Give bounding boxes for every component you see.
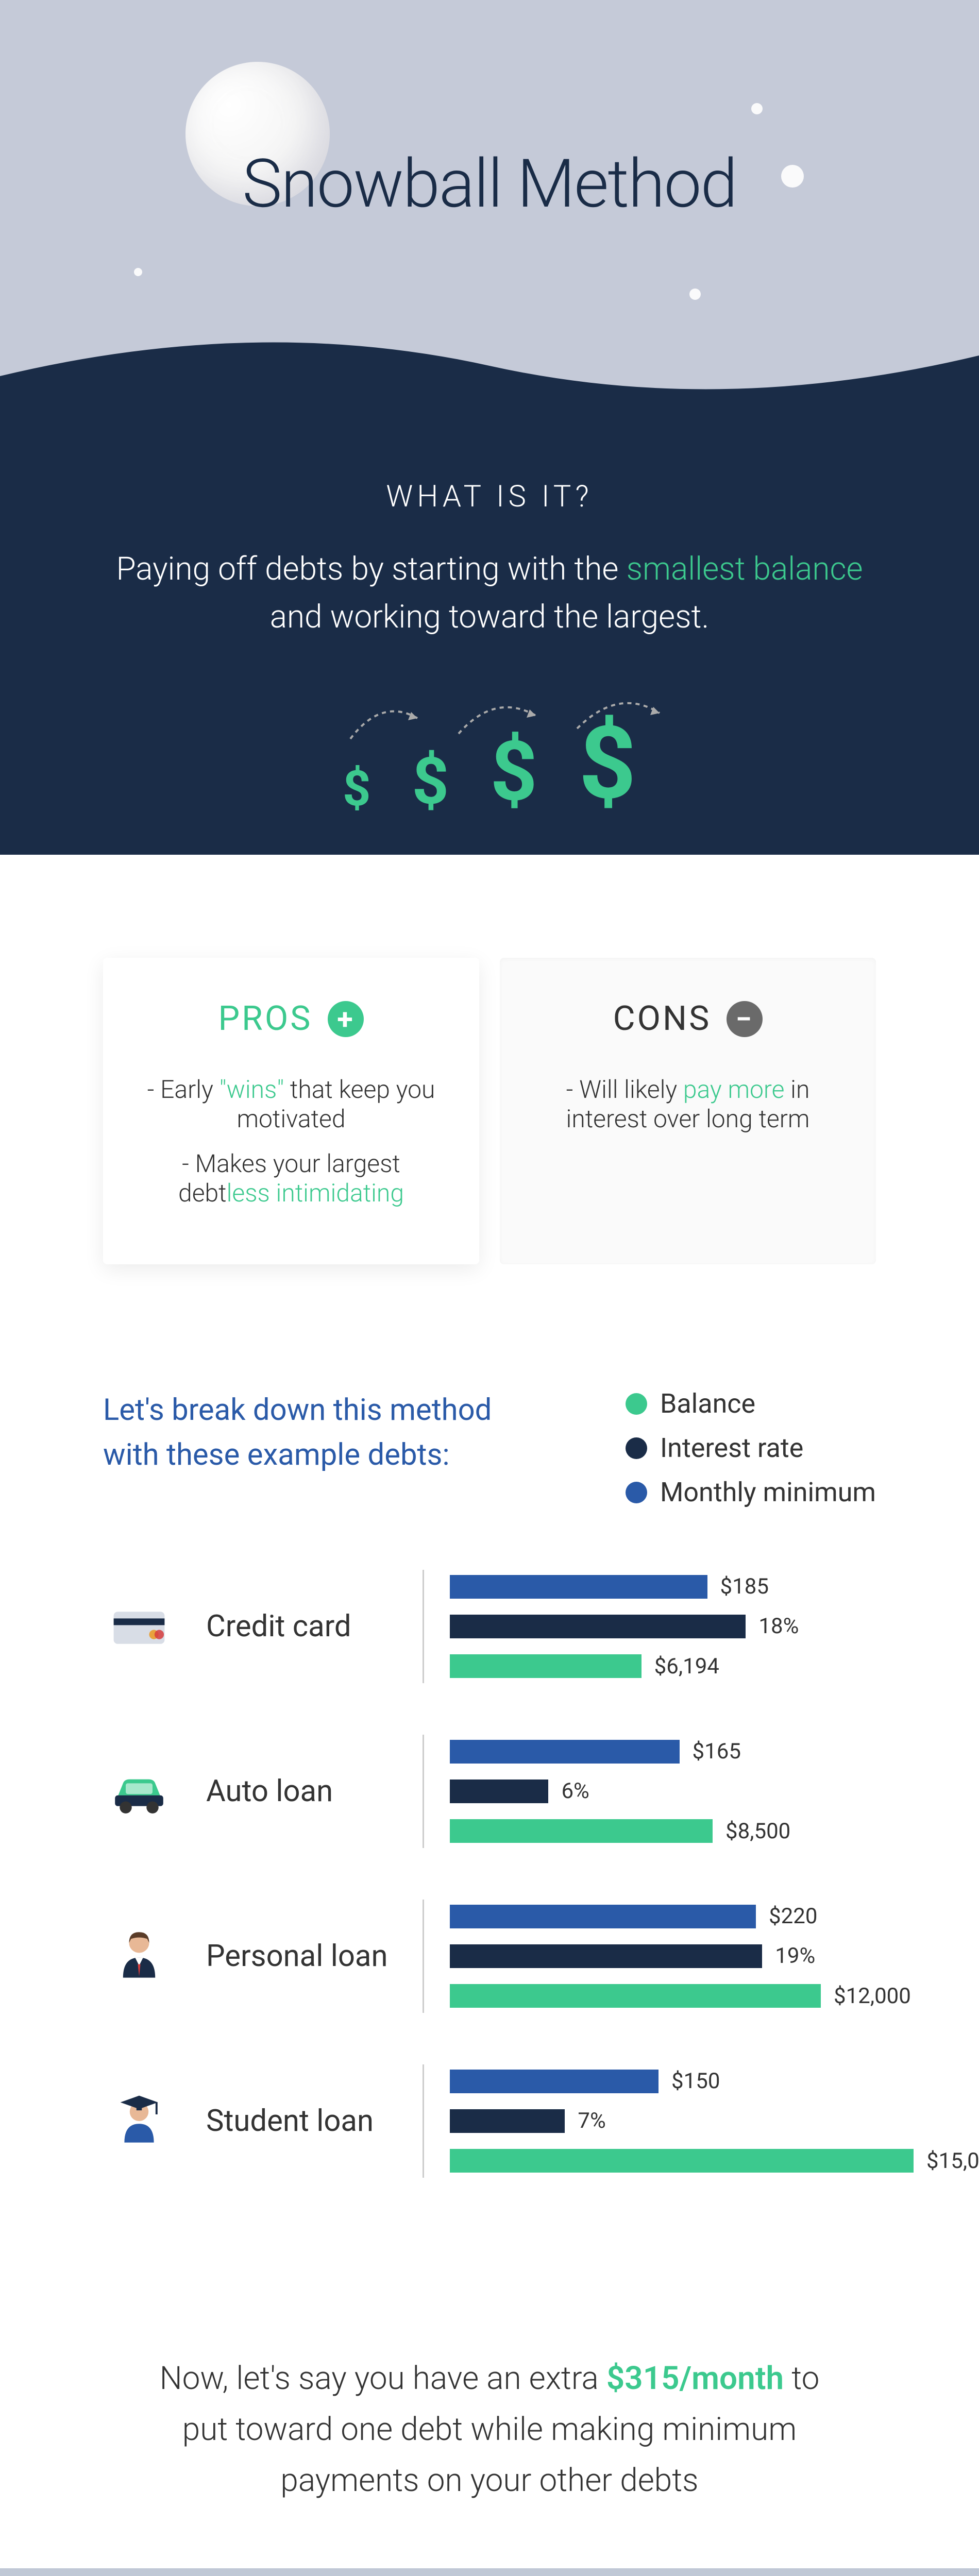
debt-name: Auto loan xyxy=(206,1774,392,1809)
cons-card: CONS − - Will likely pay more in interes… xyxy=(500,958,876,1264)
snow-dot xyxy=(751,103,763,114)
debt-row: Personal loan $220 19% $12,000 xyxy=(103,1900,876,2013)
debt-bars: $150 7% $15,000 xyxy=(423,2064,979,2178)
person-icon xyxy=(103,1920,175,1992)
cons-heading: CONS − xyxy=(531,999,845,1039)
breakdown-intro: Let's break down this method with these … xyxy=(103,1388,526,1478)
list-item: - Makes your largest debtless intimidati… xyxy=(134,1149,448,1208)
breakdown-section: Let's break down this method with these … xyxy=(0,1326,979,2322)
car-icon xyxy=(103,1755,175,1827)
debt-row: Student loan $150 7% $15,000 xyxy=(103,2064,876,2178)
debt-name: Student loan xyxy=(206,2104,392,2139)
legend-item: Balance xyxy=(626,1388,876,1419)
extra-text: Now, let's say you have an extra $315/mo… xyxy=(0,2322,979,2568)
debt-row: Credit card $185 18% $6,194 xyxy=(103,1570,876,1683)
dollar-growth-graphic: $ $ $ $ xyxy=(103,713,876,814)
pros-cons-section: PROS + - Early "wins" that keep you moti… xyxy=(0,855,979,1326)
wave-divider xyxy=(0,325,979,417)
snow-dot xyxy=(689,289,701,300)
legend-item: Monthly minimum xyxy=(626,1477,876,1508)
debts-chart: Credit card $185 18% $6,194 Auto loan $1… xyxy=(103,1570,876,2178)
growth-arrows xyxy=(289,687,690,749)
intro-text: Paying off debts by starting with the sm… xyxy=(103,545,876,641)
intro-heading: WHAT IS IT? xyxy=(103,479,876,514)
list-item: - Will likely pay more in interest over … xyxy=(531,1075,845,1133)
how-it-works-section: HOW IT WORKS? Pay off smallest to larges… xyxy=(0,2568,979,2576)
intro-section: WHAT IS IT? Paying off debts by starting… xyxy=(0,417,979,855)
debt-name: Personal loan xyxy=(206,1939,392,1974)
page-title: Snowball Method xyxy=(0,144,979,223)
legend-item: Interest rate xyxy=(626,1432,876,1464)
debt-bars: $165 6% $8,500 xyxy=(423,1735,876,1848)
pros-heading: PROS + xyxy=(134,999,448,1039)
chart-legend: Balance Interest rate Monthly minimum xyxy=(626,1388,876,1508)
dollar-icon: $ xyxy=(412,749,449,814)
minus-icon: − xyxy=(727,1001,763,1037)
debt-row: Auto loan $165 6% $8,500 xyxy=(103,1735,876,1848)
debt-name: Credit card xyxy=(206,1609,392,1644)
plus-icon: + xyxy=(328,1001,364,1037)
debt-bars: $220 19% $12,000 xyxy=(423,1900,911,2013)
list-item: - Early "wins" that keep you motivated xyxy=(134,1075,448,1133)
snow-dot xyxy=(134,268,142,276)
pros-card: PROS + - Early "wins" that keep you moti… xyxy=(103,958,479,1264)
debt-bars: $185 18% $6,194 xyxy=(423,1570,876,1683)
header-section: Snowball Method xyxy=(0,0,979,417)
cons-list: - Will likely pay more in interest over … xyxy=(531,1075,845,1133)
pros-list: - Early "wins" that keep you motivated - … xyxy=(134,1075,448,1208)
student-icon xyxy=(103,2085,175,2157)
credit-card-icon xyxy=(103,1590,175,1663)
dollar-icon: $ xyxy=(343,765,371,814)
